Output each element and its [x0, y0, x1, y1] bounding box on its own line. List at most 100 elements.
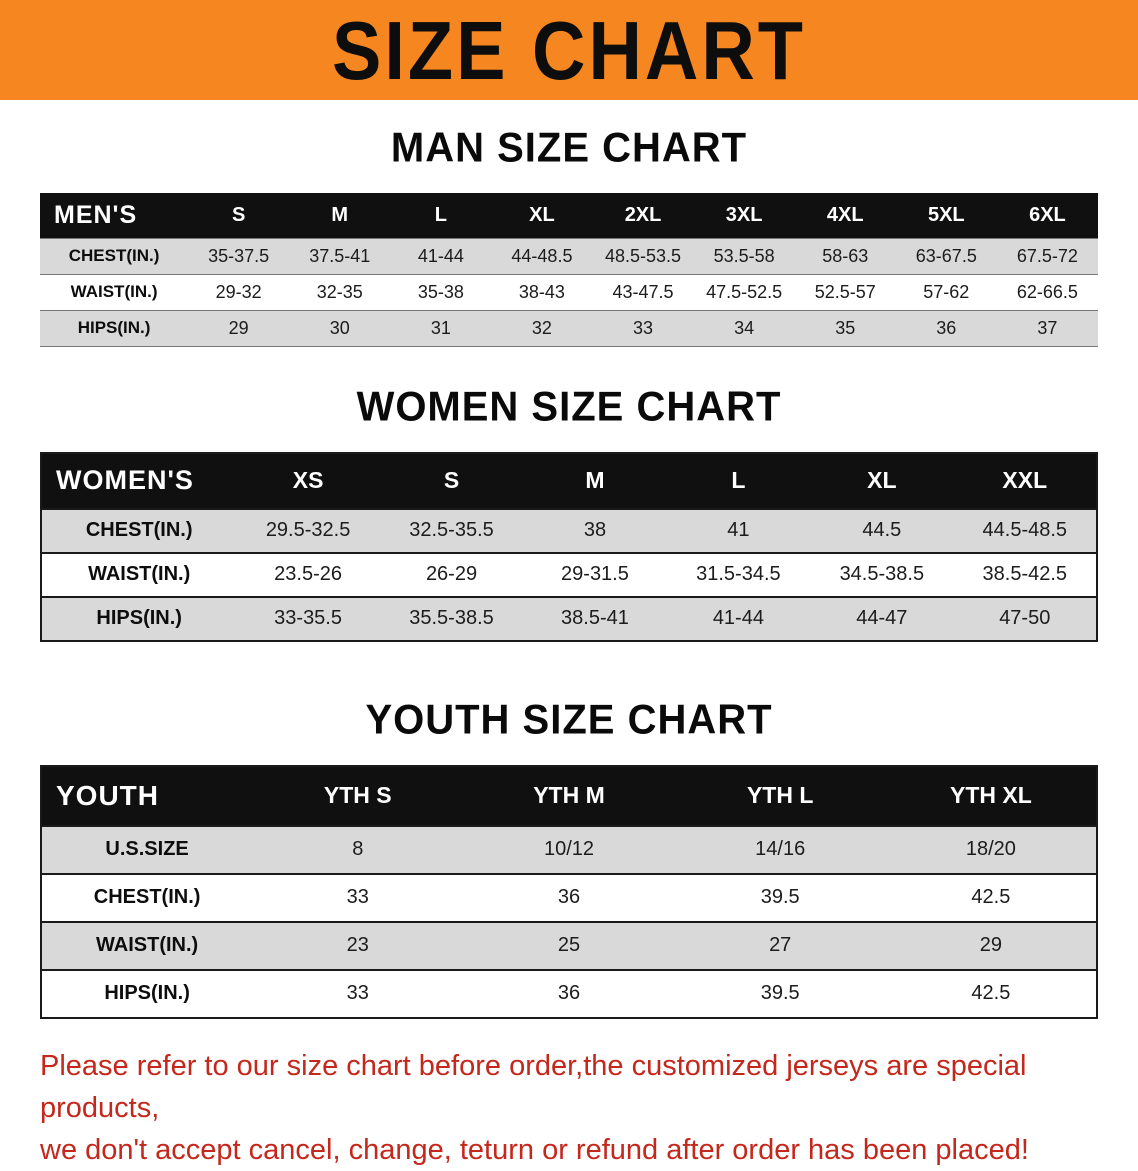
men-size-section: MAN SIZE CHART MEN'S S M L XL 2XL 3XL 4XL 5XL 6XL C… [40, 124, 1098, 347]
women-size-value: 29.5-32.5 [236, 507, 380, 553]
order-policy-note: Please refer to our size chart before or… [40, 1045, 1098, 1171]
men-size-value: 63-67.5 [895, 237, 997, 275]
men-size-value: 53.5-58 [693, 237, 795, 275]
women-size-value: 31.5-34.5 [666, 551, 811, 597]
men-row-label: HIPS(IN.) [40, 310, 189, 347]
youth-column-header: YTH M [463, 765, 675, 826]
women-size-section: WOMEN SIZE CHART WOMEN'S XS S M L XL XXL CHEST(I… [40, 383, 1098, 642]
youth-row-label: HIPS(IN.) [41, 968, 253, 1018]
men-column-header: S [188, 193, 290, 238]
men-size-value: 48.5-53.5 [592, 237, 694, 275]
note-line-2: we don't accept cancel, change, teturn o… [40, 1133, 1029, 1166]
youth-size-value: 25 [463, 920, 675, 970]
youth-column-header: YTH XL [885, 765, 1097, 826]
youth-table-corner-label: YOUTH [41, 765, 253, 826]
men-size-value: 35 [794, 310, 896, 347]
men-column-header: M [289, 193, 391, 238]
men-size-value: 44-48.5 [491, 237, 593, 275]
men-size-value: 57-62 [895, 274, 997, 311]
youth-size-value: 42.5 [885, 872, 1097, 922]
women-table-row: HIPS(IN.) 33-35.5 35.5-38.5 38.5-41 41-44 44-… [41, 595, 1097, 641]
women-column-header: L [666, 452, 811, 509]
women-size-value: 41-44 [666, 595, 811, 641]
women-size-value: 38 [523, 507, 667, 553]
women-size-value: 35.5-38.5 [379, 595, 524, 641]
men-size-value: 52.5-57 [794, 274, 896, 311]
youth-size-value: 39.5 [674, 872, 886, 922]
size-chart-banner: SIZE CHART [0, 0, 1138, 100]
men-table-corner-label: MEN'S [40, 193, 189, 238]
men-size-value: 43-47.5 [592, 274, 694, 311]
women-column-header: XXL [953, 452, 1097, 509]
men-size-value: 34 [693, 310, 795, 347]
women-size-value: 38.5-41 [523, 595, 667, 641]
men-column-header: 6XL [996, 193, 1098, 238]
men-column-header: L [390, 193, 492, 238]
men-column-header: XL [491, 193, 593, 238]
youth-size-value: 36 [463, 872, 675, 922]
banner-title: SIZE CHART [332, 3, 806, 97]
men-table-row: CHEST(IN.) 35-37.5 37.5-41 41-44 44-48.5 48.5… [40, 237, 1098, 275]
men-size-value: 29-32 [188, 274, 290, 311]
men-size-value: 62-66.5 [996, 274, 1098, 311]
women-section-title: WOMEN SIZE CHART [356, 383, 782, 430]
youth-size-value: 33 [252, 968, 464, 1018]
men-column-header: 2XL [592, 193, 694, 238]
women-table-row: CHEST(IN.) 29.5-32.5 32.5-35.5 38 41 44.5 44.5… [41, 507, 1097, 553]
men-column-header: 5XL [895, 193, 997, 238]
men-row-label: WAIST(IN.) [40, 274, 189, 311]
youth-size-value: 36 [463, 968, 675, 1018]
youth-table-row: HIPS(IN.) 33 36 39.5 42.5 [41, 968, 1097, 1018]
women-column-header: M [523, 452, 667, 509]
men-size-value: 41-44 [390, 237, 492, 275]
youth-table-row: U.S.SIZE 8 10/12 14/16 18/20 [41, 824, 1097, 874]
youth-section-title: YOUTH SIZE CHART [365, 696, 773, 743]
men-column-header: 4XL [794, 193, 896, 238]
youth-size-value: 42.5 [885, 968, 1097, 1018]
women-size-value: 44.5-48.5 [953, 507, 1097, 553]
men-column-header: 3XL [693, 193, 795, 238]
women-size-table: WOMEN'S XS S M L XL XXL CHEST(IN.) 29.5-32.5 32.5… [40, 451, 1098, 642]
youth-size-value: 27 [674, 920, 886, 970]
men-size-value: 67.5-72 [996, 237, 1098, 275]
women-row-label: CHEST(IN.) [41, 507, 237, 553]
men-size-value: 35-38 [390, 274, 492, 311]
women-size-value: 44-47 [810, 595, 954, 641]
women-table-row: WAIST(IN.) 23.5-26 26-29 29-31.5 31.5-34.5 34… [41, 551, 1097, 597]
women-size-value: 47-50 [953, 595, 1097, 641]
youth-size-value: 18/20 [885, 824, 1097, 874]
women-column-header: XS [236, 452, 380, 509]
women-row-label: WAIST(IN.) [41, 551, 237, 597]
men-section-title: MAN SIZE CHART [390, 124, 748, 172]
women-header-row: WOMEN'S XS S M L XL XXL [41, 452, 1097, 509]
men-size-value: 35-37.5 [188, 237, 290, 275]
youth-size-value: 39.5 [674, 968, 886, 1018]
men-size-value: 29 [188, 310, 290, 347]
women-table-corner-label: WOMEN'S [41, 452, 237, 509]
women-size-value: 41 [666, 507, 811, 553]
youth-size-value: 10/12 [463, 824, 675, 874]
youth-column-header: YTH S [252, 765, 464, 826]
men-header-row: MEN'S S M L XL 2XL 3XL 4XL 5XL 6XL [40, 193, 1098, 238]
women-column-header: XL [810, 452, 954, 509]
youth-size-table: YOUTH YTH S YTH M YTH L YTH XL U.S.SIZE 8 10/12… [40, 764, 1098, 1019]
men-size-value: 31 [390, 310, 492, 347]
men-size-value: 47.5-52.5 [693, 274, 795, 311]
youth-table-row: CHEST(IN.) 33 36 39.5 42.5 [41, 872, 1097, 922]
women-size-value: 32.5-35.5 [379, 507, 524, 553]
women-size-value: 34.5-38.5 [810, 551, 954, 597]
size-chart-sections: MAN SIZE CHART MEN'S S M L XL 2XL 3XL 4XL 5XL 6XL C… [0, 124, 1138, 1019]
men-size-value: 38-43 [491, 274, 593, 311]
men-table-row: WAIST(IN.) 29-32 32-35 35-38 38-43 43-47.5 47.… [40, 274, 1098, 311]
youth-size-section: YOUTH SIZE CHART YOUTH YTH S YTH M YTH L YTH … [40, 696, 1098, 1019]
men-row-label: CHEST(IN.) [40, 237, 189, 275]
women-size-value: 44.5 [810, 507, 954, 553]
youth-header-row: YOUTH YTH S YTH M YTH L YTH XL [41, 765, 1097, 826]
youth-size-value: 29 [885, 920, 1097, 970]
youth-size-value: 23 [252, 920, 464, 970]
men-size-table: MEN'S S M L XL 2XL 3XL 4XL 5XL 6XL CHEST(IN.) 35-37… [40, 193, 1098, 347]
men-size-value: 36 [895, 310, 997, 347]
youth-size-value: 8 [252, 824, 464, 874]
men-size-value: 30 [289, 310, 391, 347]
women-size-value: 26-29 [379, 551, 524, 597]
